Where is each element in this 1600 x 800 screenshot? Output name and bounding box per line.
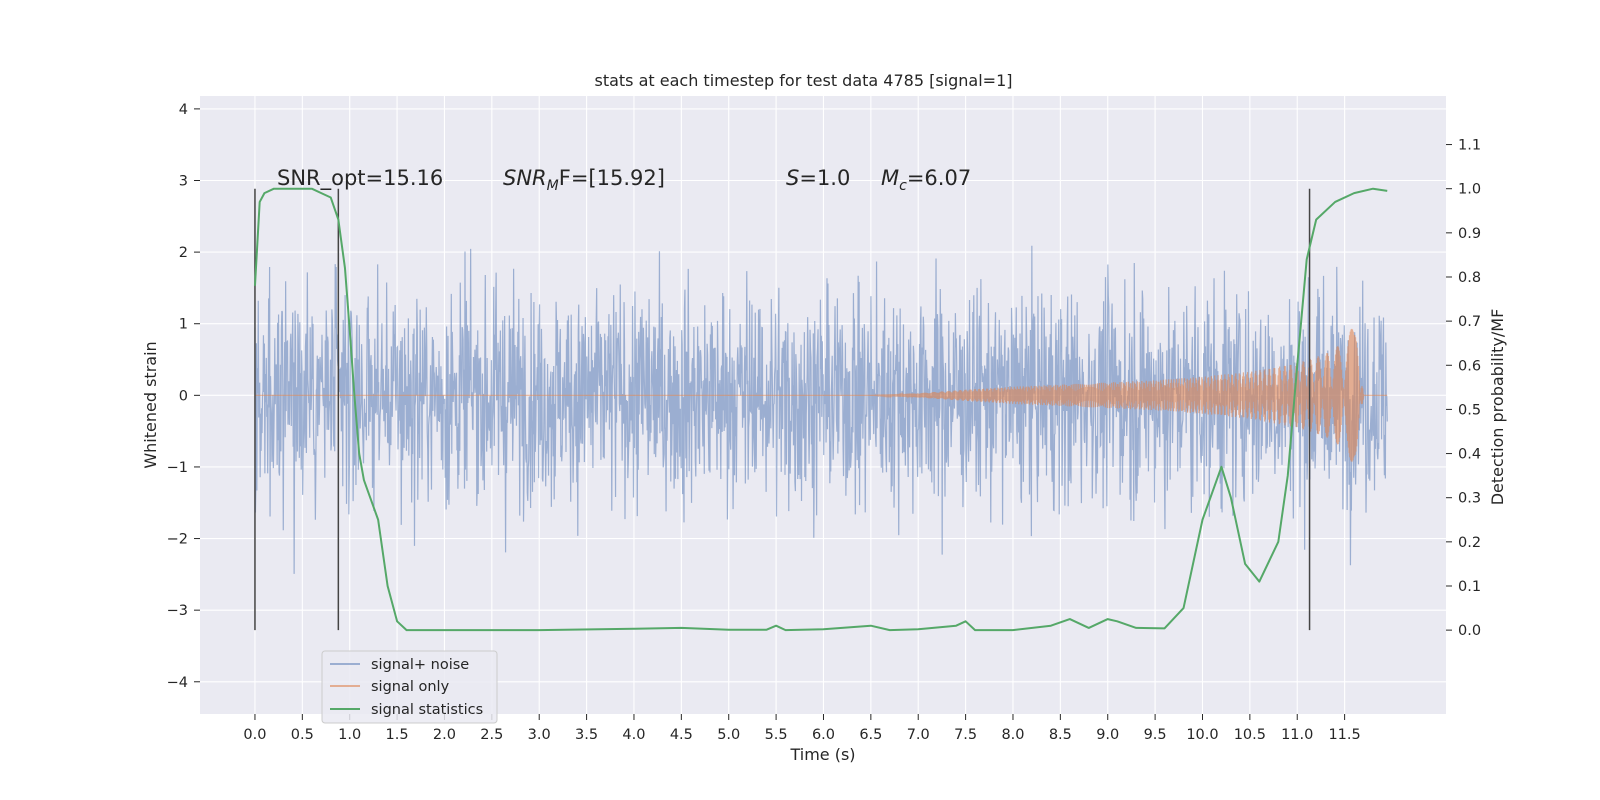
legend-label-signal: signal only [371, 679, 450, 695]
snr-mf-subscript: M [547, 178, 559, 194]
mc-subscript: c [899, 178, 907, 194]
y2-tick-label: 1.1 [1458, 138, 1481, 154]
s-symbol: S [786, 166, 799, 190]
x-tick-label: 10.5 [1234, 727, 1266, 743]
x-tick-label: 11.5 [1328, 727, 1360, 743]
signal-only-trace [254, 328, 1388, 462]
x-axis-ticks: 0.0 0.5 1.0 1.5 2.0 2.5 3.0 3.5 4.0 4.5 5.0 5.5 6.0 6… [243, 714, 1361, 743]
x-axis-label: Time (s) [789, 745, 855, 764]
statistics-trace [253, 187, 1388, 632]
x-tick-label: 1.0 [338, 727, 361, 743]
x-tick-label: 6.5 [859, 727, 882, 743]
y-tick-label: 2 [179, 245, 188, 261]
x-tick-label: 11.0 [1281, 727, 1313, 743]
y2-tick-label: 1.0 [1458, 182, 1481, 198]
y-tick-label: −3 [167, 603, 188, 619]
y-tick-label: −1 [167, 460, 188, 476]
y2-tick-label: 0.7 [1458, 314, 1481, 330]
y2-tick-label: 0.6 [1458, 358, 1481, 374]
y-axis-ticks: 4 3 2 1 0 −1 −2 −3 −4 [167, 102, 200, 691]
y-tick-label: 1 [179, 317, 188, 333]
y2-tick-label: 0.3 [1458, 491, 1481, 507]
x-tick-label: 9.5 [1144, 727, 1167, 743]
series-signal-statistics [253, 187, 1388, 632]
y2-axis-label: Detection probability/MF [1488, 309, 1507, 506]
legend-label-noise: signal+ noise [371, 657, 469, 673]
mc-value: =6.07 [907, 166, 971, 190]
y-axis-label: Whitened strain [141, 341, 160, 468]
series-signal-only [254, 328, 1388, 462]
mc-symbol: M [881, 166, 899, 190]
chart-title: stats at each timestep for test data 478… [594, 71, 1012, 90]
y-tick-label: −2 [167, 532, 188, 548]
x-tick-label: 0.5 [291, 727, 314, 743]
s-annotation: S=1.0 [786, 166, 850, 190]
y2-axis-ticks: 1.1 1.0 0.9 0.8 0.7 0.6 0.5 0.4 0.3 0.2 0.1 0.0 [1446, 138, 1481, 639]
x-tick-label: 4.0 [622, 727, 645, 743]
x-tick-label: 10.0 [1186, 727, 1218, 743]
s-value: =1.0 [799, 166, 850, 190]
y2-tick-label: 0.1 [1458, 579, 1481, 595]
snr-mf-value: F=[15.92] [559, 166, 665, 190]
y-tick-label: 0 [179, 388, 188, 404]
y-tick-label: 3 [179, 174, 188, 190]
x-tick-label: 6.0 [812, 727, 835, 743]
mc-annotation: Mc=6.07 [881, 166, 971, 194]
x-tick-label: 8.5 [1049, 727, 1072, 743]
x-tick-label: 7.0 [907, 727, 930, 743]
x-tick-label: 3.5 [575, 727, 598, 743]
x-tick-label: 5.0 [717, 727, 740, 743]
y2-tick-label: 0.0 [1458, 623, 1481, 639]
x-tick-label: 1.5 [386, 727, 409, 743]
legend-label-statistics: signal statistics [371, 702, 483, 718]
snr-opt-annotation: SNR_opt=15.16 [277, 166, 443, 191]
y-tick-label: 4 [179, 102, 188, 118]
x-tick-label: 0.0 [243, 727, 266, 743]
x-tick-label: 8.0 [1001, 727, 1024, 743]
x-tick-label: 2.0 [433, 727, 456, 743]
x-tick-label: 9.0 [1096, 727, 1119, 743]
x-tick-label: 3.0 [528, 727, 551, 743]
legend-box [321, 650, 498, 724]
x-tick-label: 5.5 [765, 727, 788, 743]
y2-tick-label: 0.5 [1458, 402, 1481, 418]
x-tick-label: 2.5 [480, 727, 503, 743]
x-tick-label: 4.5 [670, 727, 693, 743]
y2-tick-label: 0.9 [1458, 226, 1481, 242]
y2-tick-label: 0.2 [1458, 535, 1481, 551]
snr-mf-annotation: SNRMF=[15.92] [503, 166, 665, 194]
y-tick-label: −4 [167, 675, 188, 691]
y2-tick-label: 0.8 [1458, 270, 1481, 286]
x-tick-label: 7.5 [954, 727, 977, 743]
marker-lines [254, 188, 1311, 631]
legend: signal+ noise signal only signal statist… [321, 650, 498, 724]
snr-mf-symbol: SNR [503, 166, 547, 190]
y2-tick-label: 0.4 [1458, 447, 1481, 463]
